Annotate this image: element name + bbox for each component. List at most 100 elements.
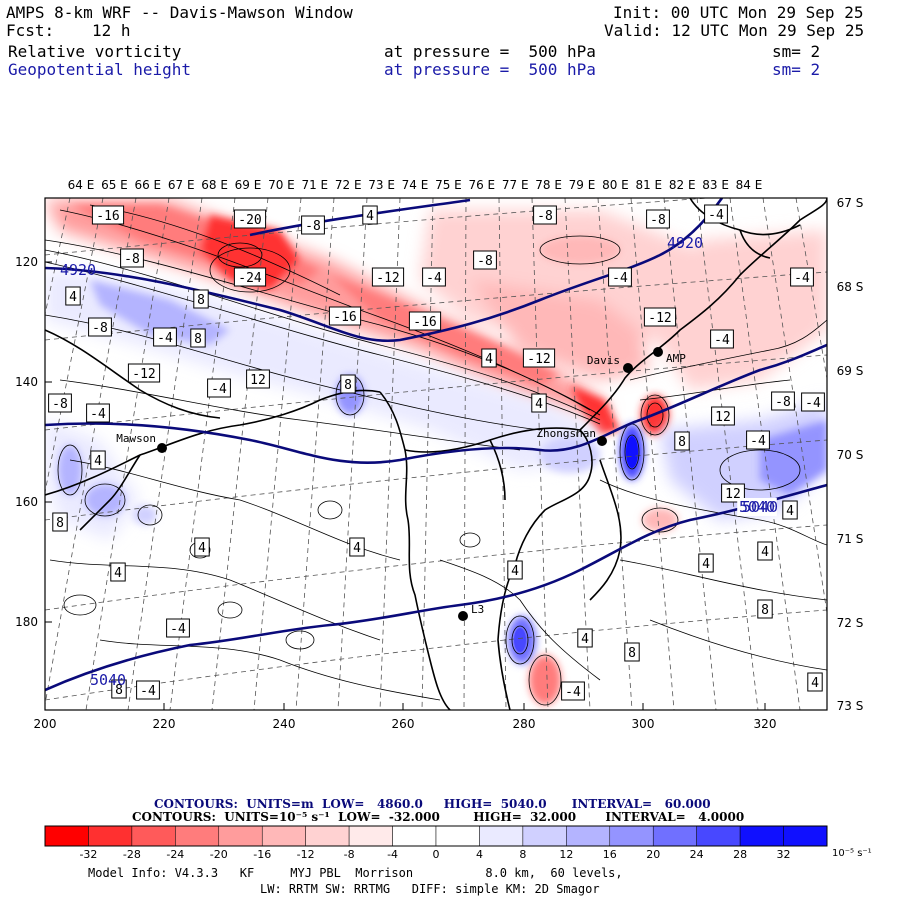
svg-text:8: 8 [115, 683, 123, 698]
svg-text:4: 4 [535, 397, 543, 412]
svg-text:-8: -8 [650, 213, 666, 228]
contour-label: -8 [88, 317, 112, 337]
svg-text:4: 4 [702, 557, 710, 572]
contour-label: 4 [65, 286, 81, 306]
svg-text:-16: -16 [333, 310, 356, 325]
init-time: Init: 00 UTC Mon 29 Sep 25 [613, 3, 864, 22]
contour-label: 4 [90, 450, 106, 470]
colorbar: -32 -28 -24 -20 -16 -12 -8 -4 0 4 8 12 16 20 24 28 32 10⁻… [44, 825, 872, 861]
field1-name: Relative vorticity [8, 42, 182, 61]
grid-y-label: 160 [15, 495, 38, 509]
longitude-label: 76 E [468, 178, 495, 192]
colorbar-tick-label: 8 [519, 848, 526, 861]
contour-label: 4 [577, 628, 593, 648]
svg-text:-4: -4 [714, 333, 730, 348]
forecast-label: Fcst: [6, 21, 55, 40]
svg-text:-4: -4 [565, 685, 581, 700]
contour-label: -4 [422, 267, 446, 287]
field1-smooth: sm= 2 [772, 42, 821, 61]
station-label: AMP [666, 352, 686, 365]
colorbar-segment [175, 825, 220, 847]
longitude-label: 82 E [669, 178, 696, 192]
contour-label: 8 [190, 328, 206, 348]
svg-text:-8: -8 [92, 321, 108, 336]
svg-text:-8: -8 [477, 254, 493, 269]
grid-x-label: 260 [392, 717, 415, 731]
contour-label: -4 [207, 378, 231, 398]
contour-label: -12 [522, 348, 556, 368]
colorbar-segment [479, 825, 524, 847]
contour-label: -8 [301, 215, 325, 235]
contour-label: -8 [48, 393, 72, 413]
contour-label: 4 [349, 537, 365, 557]
colorbar-segment [44, 825, 89, 847]
station-label: Davis [587, 354, 620, 367]
contour-label: -4 [790, 267, 814, 287]
longitude-label: 77 E [502, 178, 529, 192]
svg-text:4: 4 [69, 290, 77, 305]
height-contour-label: 5040 [90, 671, 126, 689]
colorbar-tick-label: -12 [297, 848, 315, 861]
colorbar-segment [348, 825, 393, 847]
contour-label: 4 [507, 560, 523, 580]
svg-text:-4: -4 [750, 434, 766, 449]
svg-text:-4: -4 [708, 208, 724, 223]
svg-text:12: 12 [725, 487, 741, 502]
longitude-label: 74 E [402, 178, 429, 192]
contour-label-layer: -16 -20 -8 4 -8 -8 -4 -8 -24 -12 -4 -8 -4 -4 4 8 -16 -16 -… [48, 204, 825, 701]
vorticity-shading [45, 200, 827, 705]
svg-text:4: 4 [353, 541, 361, 556]
contour-label: 4 [362, 205, 378, 225]
colorbar-tick-label: 0 [433, 848, 440, 861]
contour-label: -4 [704, 204, 728, 224]
svg-text:-4: -4 [612, 271, 628, 286]
grid-x-label: 300 [632, 717, 655, 731]
colorbar-tick-label: 4 [476, 848, 483, 861]
contour-label: 8 [111, 679, 127, 699]
contour-label: -8 [533, 205, 557, 225]
station-layer: Mawson Davis AMP Zhongshan L3 [116, 347, 686, 621]
model-info: Model Info: V4.3.3 KF MYJ PBL Morrison 8… [88, 866, 623, 880]
svg-text:8: 8 [678, 435, 686, 450]
longitude-label: 79 E [569, 178, 596, 192]
svg-text:8: 8 [761, 603, 769, 618]
longitude-label: 67 E [168, 178, 195, 192]
svg-text:-12: -12 [132, 367, 155, 382]
grid-x-label: 220 [153, 717, 176, 731]
colorbar-segment [609, 825, 654, 847]
contour-label: 12 [721, 483, 745, 503]
contour-label: -4 [136, 680, 160, 700]
svg-text:8: 8 [194, 332, 202, 347]
contour-label: -12 [643, 307, 677, 327]
contour-label: 4 [757, 541, 773, 561]
station-label: Zhongshan [536, 427, 596, 440]
contour-label: 4 [194, 537, 210, 557]
svg-text:4: 4 [485, 352, 493, 367]
svg-text:-8: -8 [537, 209, 553, 224]
colorbar-segment [218, 825, 263, 847]
contour-label: -12 [371, 267, 405, 287]
contour-label: -8 [473, 250, 497, 270]
contour-label: -4 [746, 430, 770, 450]
colorbar-segment [652, 825, 697, 847]
svg-text:-4: -4 [794, 271, 810, 286]
grid-x-label: 200 [34, 717, 57, 731]
grid-y-label: 140 [15, 375, 38, 389]
colorbar-segment [435, 825, 480, 847]
colorbar-segment [566, 825, 611, 847]
station-label: Mawson [116, 432, 156, 445]
contour-label: -8 [646, 209, 670, 229]
station-marker: L3 [458, 603, 484, 621]
latitude-label: 67 S [837, 196, 864, 210]
colorbar-tick-label: -32 [79, 848, 97, 861]
height-contour-label: 4920 [60, 261, 96, 279]
station-marker: AMP [653, 347, 686, 365]
field2-level: at pressure = 500 hPa [384, 60, 596, 79]
colorbar-tick-label: 32 [777, 848, 791, 861]
latitude-label: 72 S [837, 616, 864, 630]
colorbar-tick-label: 12 [559, 848, 573, 861]
colorbar-tick-label: 28 [733, 848, 747, 861]
colorbar-segment [522, 825, 567, 847]
colorbar-tick-label: 16 [603, 848, 617, 861]
